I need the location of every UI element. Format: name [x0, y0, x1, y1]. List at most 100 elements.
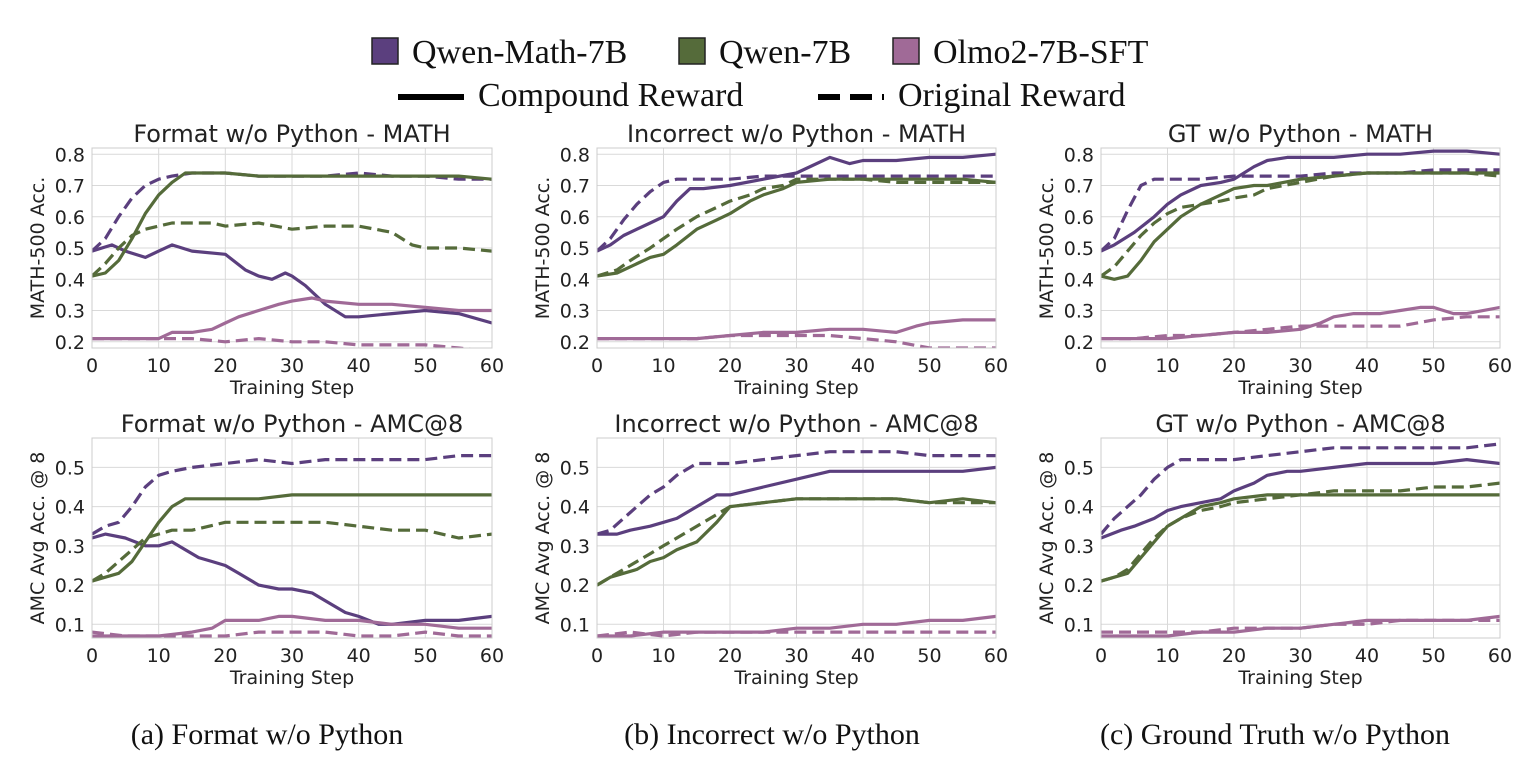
x-tick-label: 40 [851, 355, 875, 377]
x-tick-label: 30 [1288, 645, 1312, 667]
series-line [92, 630, 492, 638]
x-tick-label: 10 [651, 645, 675, 667]
y-tick-label: 0.5 [560, 457, 590, 479]
x-tick-label: 30 [1288, 355, 1312, 377]
y-tick-label: 0.4 [55, 497, 85, 519]
plot-frame [1100, 437, 1501, 639]
x-tick-label: 60 [480, 355, 504, 377]
series-line [1101, 442, 1500, 536]
y-axis-label: MATH-500 Acc. [27, 177, 49, 320]
series-line [1101, 315, 1500, 341]
series-line [92, 454, 492, 536]
x-tick-label: 0 [1095, 645, 1107, 667]
y-axis-label: AMC Avg Acc. @ 8 [532, 452, 554, 625]
chart-panel: 0 10 20 30 40 50 60 0.2 0.3 0.4 0.5 0.6 0.7 0.8 GT w/o… [1036, 120, 1512, 399]
y-tick-label: 0.4 [560, 497, 590, 519]
x-tick-label: 30 [784, 645, 808, 667]
chart-panel: 0 10 20 30 40 50 60 0.1 0.2 0.3 0.4 0.5 Incorrect w/… [532, 410, 1008, 689]
y-tick-label: 0.5 [1064, 238, 1094, 260]
x-tick-label: 20 [1222, 355, 1246, 377]
y-tick-label: 0.3 [55, 301, 85, 323]
legend-label-qwen-math: Qwen-Math-7B [412, 34, 627, 71]
series-line [597, 465, 996, 536]
y-tick-label: 0.3 [55, 536, 85, 558]
x-tick-label: 60 [1488, 645, 1512, 667]
legend: Qwen-Math-7B Qwen-7B Olmo2-7B-SFT Compou… [371, 34, 1149, 114]
x-tick-label: 50 [917, 355, 941, 377]
series-line [597, 152, 996, 253]
y-tick-label: 0.8 [1064, 144, 1094, 166]
x-tick-label: 20 [213, 355, 237, 377]
x-axis-label: Training Step [1237, 377, 1362, 399]
plot-frame [91, 147, 493, 349]
legend-entry-olmo: Olmo2-7B-SFT [892, 34, 1149, 71]
legend-swatch-qwen [678, 37, 706, 65]
caption-b: (b) Incorrect w/o Python [624, 718, 920, 751]
x-tick-label: 50 [1421, 355, 1445, 377]
x-tick-label: 20 [213, 645, 237, 667]
series-group [1101, 149, 1500, 341]
series-group [92, 171, 492, 348]
series-line [597, 333, 996, 348]
series-group [1101, 442, 1500, 638]
y-tick-label: 0.5 [560, 238, 590, 260]
chart-panel: 0 10 20 30 40 50 60 0.2 0.3 0.4 0.5 0.6 0.7 0.8 Format… [27, 120, 504, 399]
x-tick-label: 0 [86, 645, 98, 667]
series-line [1101, 149, 1500, 253]
chart-panel: 0 10 20 30 40 50 60 0.2 0.3 0.4 0.5 0.6 0.7 0.8 Incorr… [532, 120, 1008, 399]
x-tick-label: 60 [984, 355, 1008, 377]
x-axis-label: Training Step [229, 667, 354, 689]
series-line [597, 614, 996, 638]
legend-label-original: Original Reward [898, 77, 1126, 114]
chart-panel: 0 10 20 30 40 50 60 0.1 0.2 0.3 0.4 0.5 GT w/o Pytho… [1036, 410, 1512, 689]
series-group [92, 454, 492, 638]
series-line [92, 243, 492, 325]
y-tick-label: 0.4 [560, 269, 590, 291]
y-tick-label: 0.1 [560, 614, 590, 636]
x-tick-label: 0 [591, 355, 603, 377]
plot-frame [596, 147, 997, 349]
x-axis-label: Training Step [1237, 667, 1362, 689]
chart-title: Incorrect w/o Python - AMC@8 [614, 410, 978, 438]
y-tick-label: 0.5 [1064, 457, 1094, 479]
y-tick-label: 0.3 [1064, 536, 1094, 558]
chart-title: GT w/o Python - AMC@8 [1155, 410, 1445, 438]
y-tick-label: 0.2 [1064, 575, 1094, 597]
x-tick-label: 60 [1488, 355, 1512, 377]
y-axis-label: AMC Avg Acc. @ 8 [1036, 452, 1058, 625]
series-line [92, 221, 492, 278]
chart-title: Format w/o Python - AMC@8 [121, 410, 464, 438]
x-axis-label: Training Step [733, 377, 858, 399]
x-tick-label: 30 [280, 645, 304, 667]
y-tick-label: 0.7 [560, 176, 590, 198]
plot-frame [91, 437, 493, 639]
x-tick-label: 10 [147, 355, 171, 377]
series-group [597, 152, 996, 348]
x-tick-label: 10 [651, 355, 675, 377]
series-line [92, 296, 492, 341]
x-tick-label: 10 [1155, 645, 1179, 667]
y-tick-label: 0.5 [55, 238, 85, 260]
series-line [92, 171, 492, 278]
y-tick-label: 0.2 [55, 575, 85, 597]
legend-label-qwen: Qwen-7B [719, 34, 851, 71]
y-tick-label: 0.8 [560, 144, 590, 166]
plot-frame [596, 437, 997, 639]
y-tick-label: 0.1 [1064, 614, 1094, 636]
x-tick-label: 60 [984, 645, 1008, 667]
x-tick-label: 50 [917, 645, 941, 667]
y-axis-label: MATH-500 Acc. [1036, 177, 1058, 320]
series-group [597, 450, 996, 638]
y-tick-label: 0.6 [1064, 207, 1094, 229]
legend-label-compound: Compound Reward [478, 77, 743, 114]
x-tick-label: 30 [280, 355, 304, 377]
legend-entry-compound: Compound Reward [398, 77, 743, 114]
x-axis-label: Training Step [733, 667, 858, 689]
series-line [597, 174, 996, 253]
y-tick-label: 0.8 [55, 144, 85, 166]
series-line [597, 630, 996, 638]
plot-frame [1100, 147, 1501, 349]
y-tick-label: 0.2 [560, 575, 590, 597]
y-tick-label: 0.3 [1064, 301, 1094, 323]
y-tick-label: 0.7 [1064, 176, 1094, 198]
